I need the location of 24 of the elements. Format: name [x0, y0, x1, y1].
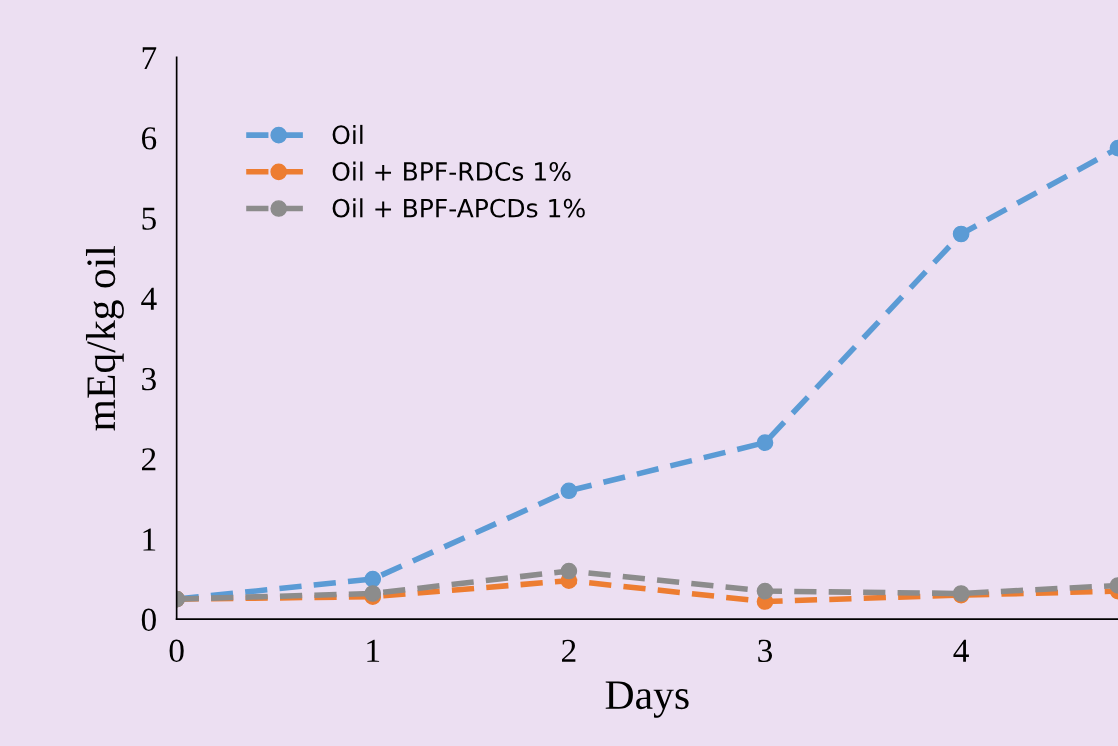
y-tick-label: 5 — [142, 207, 156, 230]
y-tick-label: 0 — [141, 608, 156, 632]
point — [364, 570, 382, 588]
y-tick-label: 4 — [141, 287, 157, 310]
legend-label: Oil + BPF-RDCs 1% — [332, 161, 571, 181]
x-tick-label: 4 — [953, 639, 969, 662]
legend-label: Oil — [332, 124, 363, 145]
y-tick-label: 1 — [143, 528, 156, 551]
x-tick-label: 2 — [562, 639, 576, 662]
x-tick-label: 3 — [758, 639, 773, 663]
point — [756, 434, 774, 451]
y-tick-label: 2 — [142, 448, 156, 471]
x-tick-label: 0 — [169, 639, 184, 663]
point — [560, 482, 578, 500]
y-axis-title: mEq/kg oil — [85, 245, 124, 431]
point — [560, 562, 578, 580]
y-tick-label: 3 — [142, 367, 156, 391]
x-tick-label: 1 — [367, 639, 380, 662]
point — [756, 582, 774, 600]
legend-label: Oil + BPF-APCDs 1% — [332, 198, 585, 218]
x-axis-title: Days — [605, 681, 689, 718]
y-tick-label: 6 — [141, 127, 157, 150]
point — [364, 585, 382, 602]
y-tick-label: 7 — [142, 47, 157, 70]
